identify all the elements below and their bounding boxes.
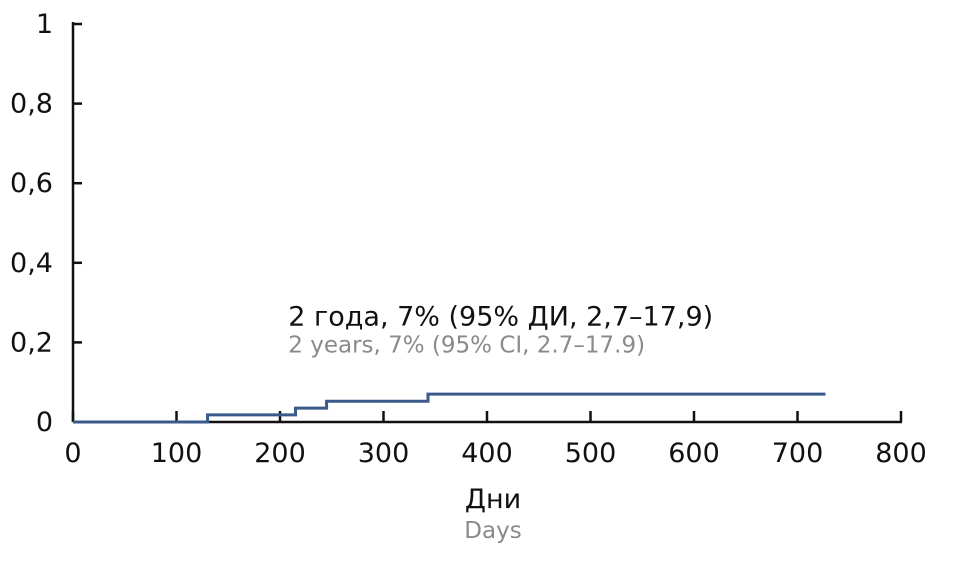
x-tick-label: 100	[151, 438, 203, 469]
series-line	[73, 392, 826, 424]
y-tick-label: 1	[36, 9, 53, 40]
x-tick-label: 800	[875, 438, 927, 469]
y-tick-label: 0,6	[10, 168, 53, 199]
x-tick-label: 700	[772, 438, 824, 469]
x-tick-label: 600	[668, 438, 720, 469]
y-tick-label: 0,8	[10, 89, 53, 120]
x-tick-label: 0	[64, 438, 81, 469]
y-tick-label: 0	[36, 407, 53, 438]
series-layer	[73, 392, 826, 424]
annotation-text-secondary: 2 years, 7% (95% CI, 2.7–17.9)	[288, 333, 645, 359]
x-axis-label: Дни	[465, 484, 521, 515]
y-tick-label: 0,2	[10, 327, 53, 358]
x-tick-label: 300	[358, 438, 410, 469]
x-tick-label: 400	[461, 438, 513, 469]
y-axis-ticks: 0 0,2 0,4 0,6 0,8 1	[10, 9, 82, 438]
y-tick-label: 0,4	[10, 248, 53, 279]
x-axis-ticks: 0 100 200 300 400 500 600 700 800	[64, 411, 927, 469]
x-tick-label: 200	[254, 438, 306, 469]
annotation-text: 2 года, 7% (95% ДИ, 2,7–17,9)	[288, 302, 713, 333]
x-axis-label-secondary: Days	[464, 518, 521, 544]
x-tick-label: 500	[565, 438, 617, 469]
